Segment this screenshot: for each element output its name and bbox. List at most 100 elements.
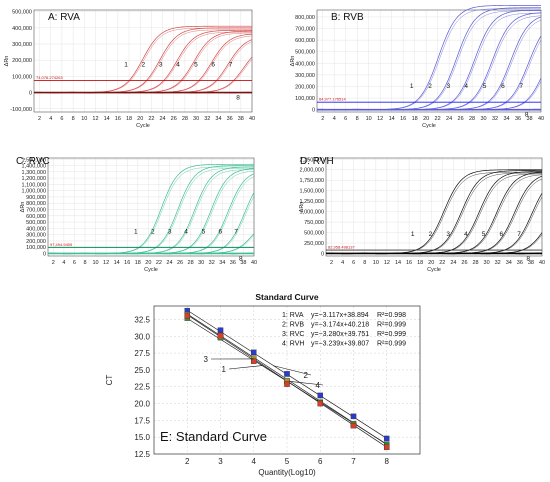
amplification-curve	[317, 8, 542, 110]
curve-label: 1	[410, 83, 414, 90]
x-tick-label: 4	[341, 260, 344, 266]
y-tick-label: 1,100,000	[22, 182, 46, 188]
curve-label: 6	[500, 231, 504, 238]
y-tick-label: 12.5	[134, 450, 150, 459]
panel-c: 2 4 6 8 10 12 14 16 18 20 22 24 26 28 30 32 34 36 38 400100…	[16, 156, 257, 273]
x-tick-label: 24	[446, 116, 452, 122]
x-tick-label: 30	[193, 116, 199, 122]
curve-label: 2	[428, 83, 432, 90]
amplification-curve	[326, 170, 543, 254]
plot-frame	[316, 9, 542, 113]
legend-series-name: 4: RVH	[282, 341, 304, 348]
legend-equation: y=−3.239x+39.807	[311, 341, 369, 348]
amplification-curve	[326, 174, 543, 254]
plot-frame	[153, 305, 421, 455]
x-tick-label: 24	[450, 260, 456, 266]
x-tick-label: 30	[481, 116, 487, 122]
amplification-curve	[326, 178, 543, 254]
x-tick-label: 14	[389, 116, 395, 122]
legend-r2: R²=0.999	[377, 331, 406, 338]
x-tick-label: 10	[373, 260, 379, 266]
curve-label: 8	[526, 255, 530, 262]
plot-frame	[325, 157, 543, 257]
y-tick-label: 0	[29, 91, 32, 97]
curve-label: 3	[446, 231, 450, 238]
x-tick-label: 22	[148, 116, 154, 122]
legend-series-name: 2: RVB	[282, 322, 304, 329]
y-axis-label: ΔRn	[290, 56, 296, 67]
y-tick-label: 0	[321, 251, 324, 257]
curve-label: 5	[194, 62, 198, 69]
x-tick-label: 12	[377, 116, 383, 122]
y-tick-label: 200,000	[295, 85, 315, 91]
x-tick-label: 10	[366, 116, 372, 122]
legend-series-name: 3: RVC	[282, 331, 304, 338]
y-tick-label: 30.0	[134, 332, 150, 341]
y-tick-label: 400,000	[12, 26, 32, 32]
x-tick-label: 40	[251, 260, 257, 266]
amplification-curve	[326, 234, 543, 254]
y-tick-label: 500,000	[295, 50, 315, 56]
curve-label: 3	[168, 228, 172, 235]
legend-equation: y=−3.117x+38.894	[311, 312, 369, 319]
data-point	[284, 371, 290, 377]
panel-e: Standard Curve 2 3 4 5 6 7 8 12.5 15.0 17.5 20.0 22.…	[105, 292, 421, 477]
line-label: 2	[304, 371, 309, 380]
curve-label: 2	[151, 228, 155, 235]
panel-label: C: RVC	[16, 156, 50, 167]
y-tick-label: 0	[43, 251, 46, 257]
y-tick-label: 100,000	[12, 74, 32, 80]
threshold-label: 74,076.274263	[36, 75, 63, 80]
panel-label: E: Standard Curve	[160, 429, 267, 444]
curve-label: 2	[142, 62, 146, 69]
panel-b: 2 4 6 8 10 12 14 16 18 20 22 24 26 28 30 32 34 36 38 400100…	[290, 5, 544, 129]
x-tick-label: 32	[495, 260, 501, 266]
curve-label: 3	[447, 83, 451, 90]
legend-r2: R²=0.999	[377, 322, 406, 329]
y-axis-label: CT	[105, 375, 114, 386]
x-tick-label: 2	[38, 116, 41, 122]
x-tick-label: 16	[124, 260, 130, 266]
panel-d: 2 4 6 8 10 12 14 16 18 20 22 24 26 28 30 32 34 36 38 400250…	[299, 156, 545, 273]
y-tick-label: 700,000	[295, 27, 315, 33]
data-point	[383, 444, 390, 451]
amplification-curve	[48, 235, 255, 254]
x-tick-label: 20	[428, 260, 434, 266]
curve-label: 6	[211, 62, 215, 69]
x-tick-label: 14	[114, 260, 120, 266]
x-tick-label: 5	[285, 457, 290, 466]
data-point	[184, 313, 190, 319]
curve-label: 4	[464, 231, 468, 238]
curve-label: 2	[429, 231, 433, 238]
curve-label: 5	[483, 83, 487, 90]
y-tick-label: 900,000	[26, 195, 46, 201]
x-tick-label: 8	[363, 260, 366, 266]
x-tick-label: 6	[344, 116, 347, 122]
y-tick-label: 600,000	[26, 214, 46, 220]
x-tick-label: 20	[145, 260, 151, 266]
x-tick-label: 6	[73, 260, 76, 266]
x-tick-label: 20	[423, 116, 429, 122]
x-tick-label: 16	[406, 260, 412, 266]
line-label: 1	[222, 365, 227, 374]
y-tick-label: 27.5	[134, 349, 150, 358]
x-tick-label: 34	[219, 260, 225, 266]
x-tick-label: 26	[177, 260, 183, 266]
x-tick-label: 26	[458, 116, 464, 122]
y-tick-label: 1,400,000	[22, 164, 46, 170]
panel-a: 2 4 6 8 10 12 14 16 18 20 22 24 26 28 30 32 34 36 38 40-100…	[4, 10, 255, 129]
curve-label: 7	[234, 228, 238, 235]
line-label: 3	[204, 355, 209, 364]
curve-label: 4	[184, 228, 188, 235]
amplification-curve	[326, 171, 543, 254]
x-tick-label: 22	[435, 116, 441, 122]
curve-label: 5	[482, 231, 486, 238]
data-point	[383, 435, 390, 442]
x-tick-label: 6	[60, 116, 63, 122]
panel-label: A: RVA	[48, 12, 80, 23]
y-tick-label: 32.5	[134, 315, 150, 324]
y-tick-label: 300,000	[295, 73, 315, 79]
x-tick-label: 28	[182, 116, 188, 122]
y-tick-label: 300,000	[12, 42, 32, 48]
y-tick-label: 800,000	[26, 201, 46, 207]
